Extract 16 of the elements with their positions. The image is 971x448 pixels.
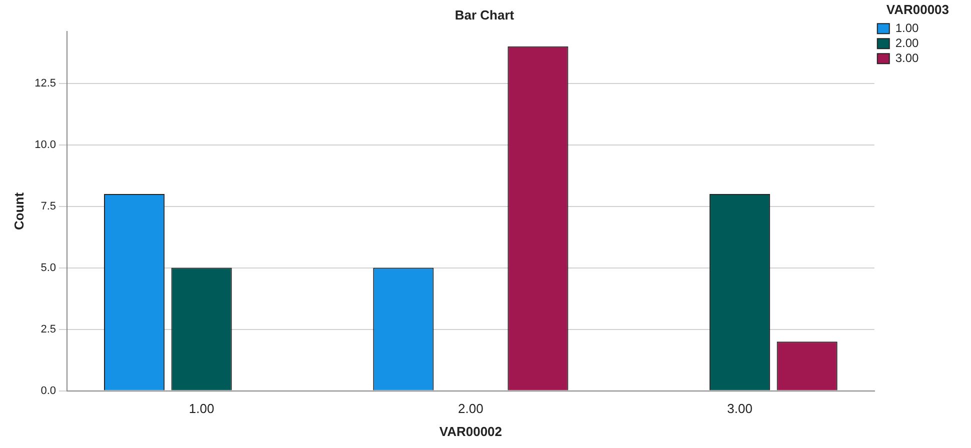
legend-label: 1.00	[895, 20, 920, 35]
y-tick-label: 0.0	[40, 384, 56, 397]
x-tick-label: 3.00	[727, 401, 752, 416]
legend-label: 3.00	[895, 50, 920, 65]
x-tick-label: 1.00	[188, 401, 214, 416]
legend-title: VAR00003	[886, 2, 950, 18]
y-tick-label: 2.5	[40, 323, 56, 336]
y-tick-label: 7.5	[40, 200, 56, 212]
y-tick-label: 10.0	[34, 138, 56, 151]
y-tick-label: 12.5	[34, 77, 56, 90]
x-axis-title: VAR00002	[439, 424, 502, 439]
x-tick-label: 2.00	[458, 401, 484, 416]
chart-title: Bar Chart	[454, 7, 515, 22]
y-axis-title: Count	[11, 192, 26, 230]
legend-label: 2.00	[895, 36, 920, 50]
y-tick-label: 5.0	[40, 262, 56, 274]
